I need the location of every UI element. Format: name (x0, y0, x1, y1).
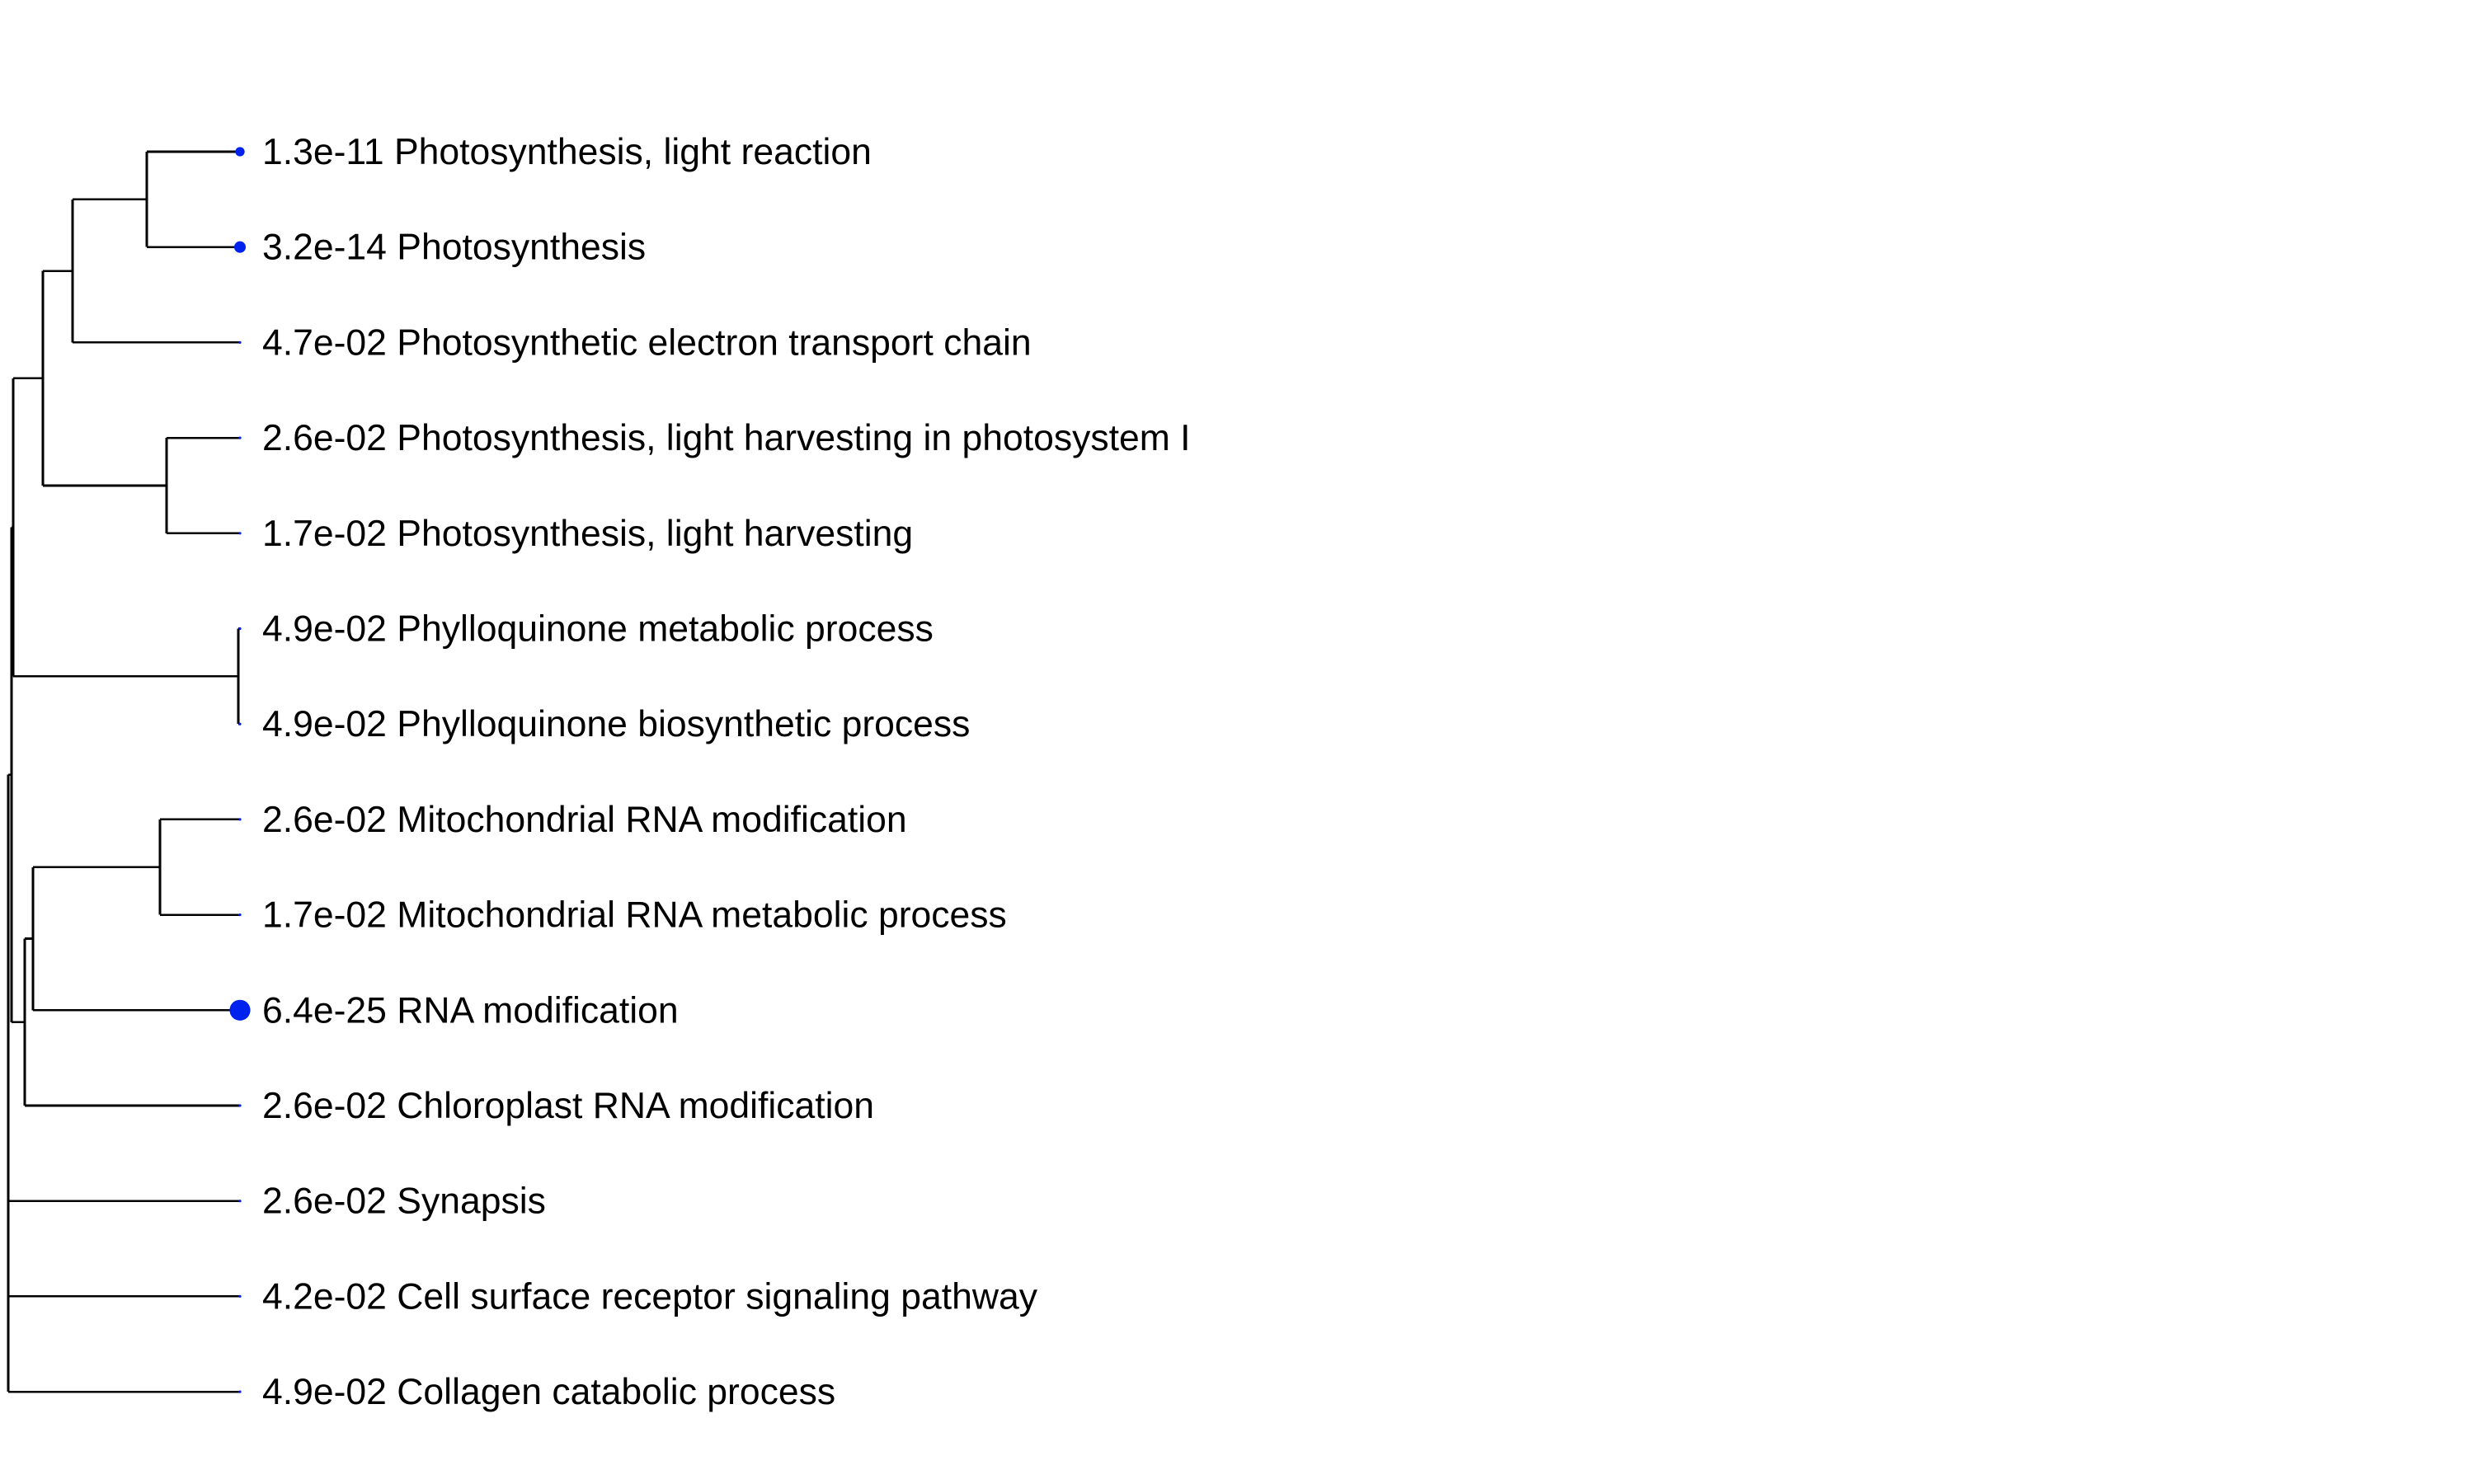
term-name: Photosynthesis, light harvesting in phot… (397, 418, 1190, 458)
term-label: 4.2e-02 Cell surface receptor signaling … (262, 1276, 1038, 1317)
term-pvalue: 4.9e-02 (262, 609, 397, 650)
term-label: 2.6e-02 Chloroplast RNA modification (262, 1086, 874, 1126)
term-name: Phylloquinone metabolic process (397, 609, 934, 650)
leaf-point (229, 999, 251, 1021)
term-pvalue: 2.6e-02 (262, 800, 397, 840)
term-pvalue: 2.6e-02 (262, 1086, 397, 1126)
term-pvalue: 1.3e-11 (262, 132, 394, 172)
term-name: Photosynthesis (397, 228, 646, 268)
term-pvalue: 3.2e-14 (262, 228, 397, 268)
term-label: 1.3e-11 Photosynthesis, light reaction (262, 132, 872, 172)
term-label: 2.6e-02 Synapsis (262, 1181, 546, 1222)
term-name: Phylloquinone biosynthetic process (397, 704, 970, 744)
leaf-point (238, 1104, 242, 1107)
leaf-point (238, 913, 242, 917)
term-label: 1.7e-02 Mitochondrial RNA metabolic proc… (262, 895, 1007, 936)
leaf-point (238, 722, 242, 726)
term-pvalue: 4.9e-02 (262, 704, 397, 744)
term-pvalue: 1.7e-02 (262, 895, 397, 936)
term-label: 6.4e-25 RNA modification (262, 990, 679, 1031)
term-name: Chloroplast RNA modification (397, 1086, 874, 1126)
term-name: Photosynthesis, light harvesting (397, 514, 913, 554)
leaf-point (238, 627, 242, 631)
leaf-point (238, 1200, 242, 1203)
term-label: 4.9e-02 Collagen catabolic process (262, 1372, 835, 1412)
leaf-point (238, 1390, 242, 1393)
term-name: Cell surface receptor signaling pathway (397, 1276, 1037, 1317)
leaf-point (238, 818, 242, 821)
term-name: Collagen catabolic process (397, 1372, 835, 1412)
term-name: RNA modification (397, 990, 678, 1031)
term-label: 4.7e-02 Photosynthetic electron transpor… (262, 322, 1032, 363)
term-pvalue: 6.4e-25 (262, 990, 397, 1031)
term-name: Photosynthesis, light reaction (394, 132, 872, 172)
term-name: Photosynthetic electron transport chain (397, 322, 1031, 363)
term-pvalue: 4.9e-02 (262, 1372, 397, 1412)
term-label: 4.9e-02 Phylloquinone metabolic process (262, 609, 934, 650)
term-pvalue: 2.6e-02 (262, 418, 397, 458)
term-name: Mitochondrial RNA modification (397, 800, 906, 840)
term-pvalue: 4.2e-02 (262, 1276, 397, 1317)
term-pvalue: 2.6e-02 (262, 1181, 397, 1222)
term-pvalue: 1.7e-02 (262, 514, 397, 554)
term-label: 2.6e-02 Mitochondrial RNA modification (262, 800, 907, 840)
term-name: Mitochondrial RNA metabolic process (397, 895, 1007, 936)
leaf-point (238, 1294, 242, 1298)
leaf-point (238, 436, 242, 439)
leaf-point (235, 147, 245, 157)
enrichment-points (229, 147, 251, 1393)
term-labels: 1.3e-11 Photosynthesis, light reaction 3.… (262, 132, 1191, 1412)
term-label: 2.6e-02 Photosynthesis, light harvesting… (262, 418, 1191, 458)
leaf-point (238, 340, 242, 344)
leaf-point (233, 241, 247, 253)
term-label: 1.7e-02 Photosynthesis, light harvesting (262, 514, 913, 554)
term-pvalue: 4.7e-02 (262, 322, 397, 363)
term-label: 3.2e-14 Photosynthesis (262, 228, 646, 268)
term-label: 4.9e-02 Phylloquinone biosynthetic proce… (262, 704, 970, 744)
leaf-point (238, 532, 242, 535)
term-name: Synapsis (397, 1181, 546, 1222)
dendrogram-branches (7, 150, 240, 1393)
